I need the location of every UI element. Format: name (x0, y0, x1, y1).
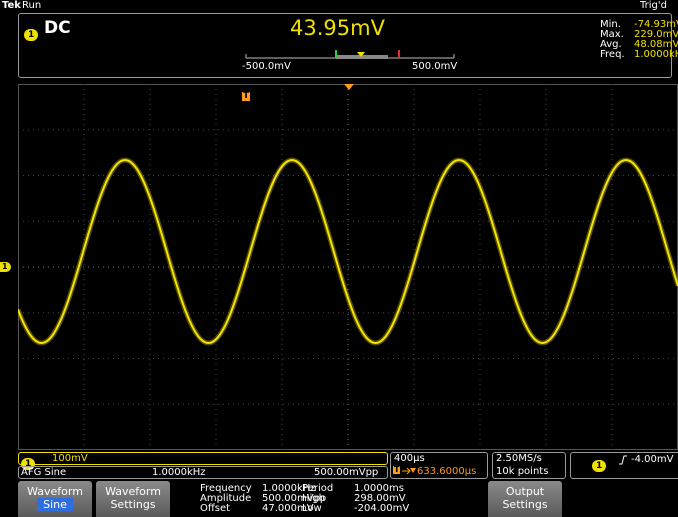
horizontal-readout (390, 452, 488, 479)
button-line2: Sine (37, 498, 73, 511)
stat-label: Min. (600, 19, 621, 30)
param-label: High (302, 493, 325, 504)
horizontal-arrow (402, 467, 416, 475)
param-label: Amplitude (200, 493, 252, 504)
stat-label: Max. (600, 29, 624, 40)
trigger-level-marker (344, 84, 354, 90)
menu-button-output-settings[interactable]: Output Settings (488, 481, 562, 517)
menu-button-waveform-settings[interactable]: Waveform Settings (96, 481, 170, 517)
meter-scale-max: 500.0mV (412, 61, 458, 72)
param-value: 298.00mV (354, 493, 406, 504)
stat-label: Freq. (600, 49, 625, 60)
param-label: Frequency (200, 483, 252, 494)
meter-channel: 1 (24, 24, 39, 41)
meter-bargraph (245, 50, 455, 59)
stat-value: 229.0mV (634, 29, 678, 40)
channel-ground-marker: 1 (0, 262, 11, 272)
param-label: Period (302, 483, 334, 494)
button-line1: Waveform (105, 485, 161, 498)
graticule (18, 84, 678, 450)
stat-value: 1.0000kHz (634, 49, 678, 60)
sample-rate: 2.50MS/s (496, 453, 542, 464)
waveform-trace (18, 158, 678, 345)
record-length: 10k points (496, 466, 549, 477)
meter-panel (18, 13, 672, 78)
meter-coupling: DC (44, 18, 71, 38)
channel-number: 1 (21, 453, 36, 470)
trigger-level: -4.00mV (631, 454, 674, 465)
meter-reading: 43.95mV (290, 16, 385, 40)
param-label: Low (302, 503, 322, 514)
button-line2: Settings (502, 498, 548, 511)
horizontal-position: 633.6000µs (417, 466, 477, 477)
param-label: Offset (200, 503, 231, 514)
trigger-channel-badge: 1 (592, 460, 607, 472)
trigger-readout (570, 452, 678, 479)
param-value: 500.00mVpp (262, 493, 327, 504)
channel-scale: 100mV (52, 453, 88, 464)
horizontal-trigger-icon: T (393, 465, 401, 474)
button-line2: Settings (110, 498, 156, 511)
trigger-channel: 1 (592, 455, 607, 472)
meter-channel-badge: 1 (24, 29, 39, 41)
afg-amplitude: 500.00mVpp (314, 467, 379, 478)
param-value: 1.0000ms (354, 483, 404, 494)
trigger-slope-icon (619, 455, 627, 465)
stat-value: 48.08mV (634, 39, 678, 50)
stat-value: -74.93mV (634, 19, 678, 30)
afg-readout (18, 466, 388, 479)
afg-label: AFG Sine (21, 467, 67, 478)
afg-frequency: 1.0000kHz (152, 467, 206, 478)
trigger-position-marker: T (242, 91, 251, 101)
button-line1: Output (505, 485, 545, 498)
brand: Tek (2, 0, 21, 11)
param-value: 47.000mV (262, 503, 314, 514)
stat-label: Avg. (600, 39, 622, 50)
meter-scale-min: -500.0mV (242, 61, 291, 72)
menu-button-waveform[interactable]: Waveform Sine (18, 481, 92, 517)
acquisition-readout (492, 452, 566, 479)
button-line1: Waveform (27, 485, 83, 498)
run-state: Run (22, 0, 42, 11)
channel-badge: 1 (21, 458, 36, 470)
param-value: 1.0000kHz (262, 483, 316, 494)
channel-readout (18, 452, 388, 465)
waveform-glow (18, 157, 678, 346)
trigger-state: Trig'd (640, 0, 667, 11)
horizontal-scale: 400µs (394, 453, 425, 464)
param-value: -204.00mV (354, 503, 410, 514)
